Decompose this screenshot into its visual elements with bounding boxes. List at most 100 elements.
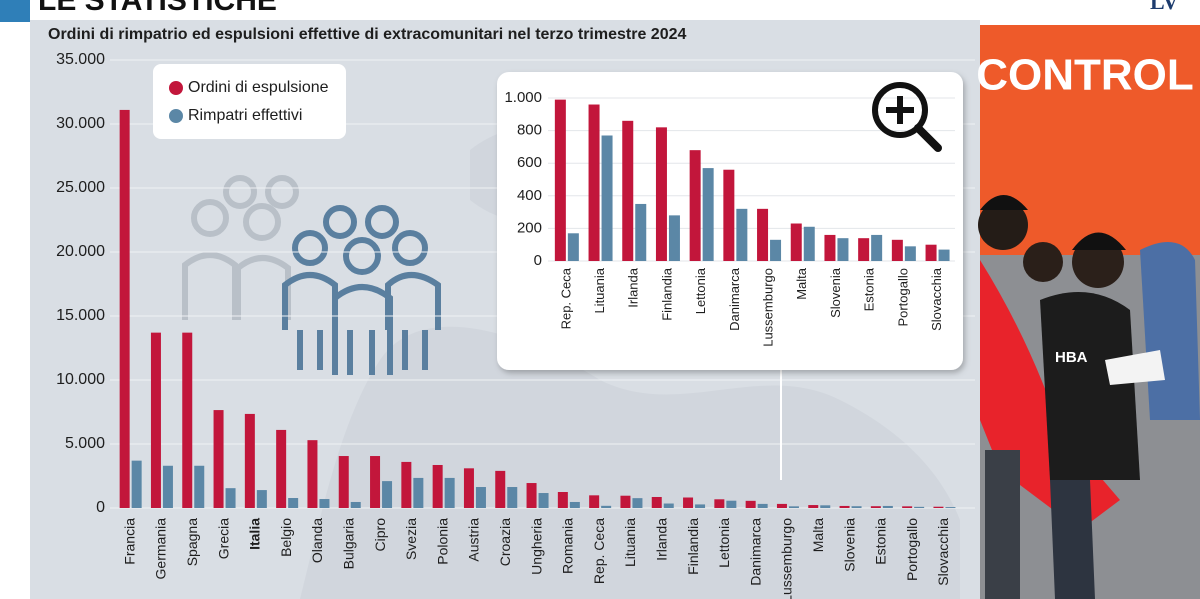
x-tick-label: Portogallo	[904, 518, 920, 581]
x-tick-label: Romania	[560, 518, 576, 574]
bar	[839, 505, 850, 508]
inset-bar	[790, 223, 802, 261]
bar	[870, 506, 881, 508]
bar	[914, 506, 925, 508]
inset-bar	[837, 238, 849, 261]
x-tick-label: Italia	[247, 518, 263, 550]
bar	[808, 505, 819, 508]
legend-swatch	[169, 81, 183, 95]
inset-bar	[689, 150, 701, 261]
x-tick-label: Malta	[810, 518, 826, 552]
y-tick-label: 25.000	[56, 179, 105, 196]
inset-bar	[824, 234, 836, 261]
inset-bar	[803, 226, 815, 261]
inset-bar	[622, 120, 634, 261]
legend-label: Ordini di espulsione	[188, 79, 329, 96]
x-tick-label: Polonia	[434, 518, 450, 565]
inset-x-tick-label: Portogallo	[895, 268, 910, 327]
inset-bar	[723, 169, 735, 261]
inset-x-tick-label: Irlanda	[626, 267, 641, 308]
bar	[432, 464, 443, 508]
inset-y-tick-label: 0	[534, 252, 542, 269]
bar	[182, 332, 193, 508]
inset-x-tick-label: Lituania	[592, 267, 607, 313]
chart-title: Ordini di rimpatrio ed espulsioni effett…	[48, 26, 686, 43]
x-tick-label: Francia	[121, 518, 137, 565]
bar	[601, 505, 612, 508]
inset-bar	[635, 203, 647, 261]
bar	[319, 499, 330, 508]
y-tick-label: 35.000	[56, 51, 105, 68]
y-tick-label: 5.000	[65, 435, 105, 452]
inset-y-tick-label: 200	[517, 219, 542, 236]
legend-swatch	[169, 109, 183, 123]
bar	[350, 501, 361, 508]
inset-bar	[938, 249, 950, 261]
main-chart: 0 5.000 10.000 15.000 20.000 25.000 30.000 35.0…	[56, 51, 975, 599]
x-tick-label: Slovacchia	[935, 518, 951, 586]
x-tick-label: Rep. Ceca	[591, 518, 607, 584]
bar	[569, 501, 580, 508]
bar	[757, 503, 768, 508]
x-tick-label: Slovenia	[841, 518, 857, 572]
inset-y-tick-label: 800	[517, 122, 542, 139]
inset-x-tick-label: Finlandia	[659, 267, 674, 321]
x-tick-label: Lussemburgo	[779, 518, 795, 599]
bar	[945, 507, 956, 508]
bar	[307, 440, 318, 508]
bar	[726, 500, 737, 508]
bar	[288, 498, 299, 508]
inset-bar	[904, 246, 916, 261]
bar	[507, 487, 518, 508]
header-marker	[0, 0, 30, 22]
bar	[788, 506, 799, 508]
inset-x-tick-label: Rep. Ceca	[558, 267, 573, 329]
x-tick-label: Irlanda	[653, 518, 669, 561]
bar	[902, 506, 913, 508]
inset-bar	[601, 135, 613, 261]
bar	[776, 503, 787, 508]
x-tick-label: Lituania	[622, 518, 638, 567]
y-tick-label: 10.000	[56, 371, 105, 388]
inset-bar	[891, 239, 903, 261]
bar	[620, 495, 631, 508]
inset-x-tick-label: Estonia	[862, 267, 877, 311]
photo: CONTROL HBA	[976, 25, 1200, 599]
x-tick-label: Danimarca	[747, 518, 763, 586]
inset-x-tick-label: Malta	[794, 267, 809, 300]
x-tick-label: Ungheria	[528, 518, 544, 575]
inset-bar	[858, 238, 870, 261]
x-tick-label: Estonia	[873, 518, 889, 565]
inset-bar	[770, 239, 782, 261]
legend-box	[153, 64, 346, 139]
bar	[256, 490, 267, 508]
x-tick-label: Svezia	[403, 518, 419, 560]
bar	[370, 456, 381, 508]
bar	[444, 477, 455, 508]
bar	[651, 496, 662, 508]
inset-bar	[871, 234, 883, 261]
x-tick-label: Finlandia	[685, 518, 701, 575]
bar	[475, 487, 486, 508]
inset-bar	[702, 168, 714, 261]
bar	[244, 413, 255, 508]
bar	[225, 488, 236, 508]
inset-bar	[736, 208, 748, 261]
logo: LV	[1150, 0, 1179, 14]
y-tick-label: 0	[96, 499, 105, 516]
photo-shirt: HBA	[1055, 349, 1088, 366]
inset-bar	[567, 233, 579, 261]
legend-label: Rimpatri effettivi	[188, 107, 302, 124]
bar	[851, 506, 862, 508]
inset-y-tick-label: 1.000	[504, 89, 542, 106]
bar	[695, 504, 706, 508]
bar	[495, 470, 506, 508]
bar	[162, 465, 173, 508]
bar	[119, 109, 130, 509]
inset-x-tick-label: Danimarca	[727, 267, 742, 331]
people-icon	[182, 175, 441, 375]
bar	[882, 505, 893, 508]
bar	[683, 497, 694, 508]
x-tick-label: Cipro	[372, 518, 388, 552]
